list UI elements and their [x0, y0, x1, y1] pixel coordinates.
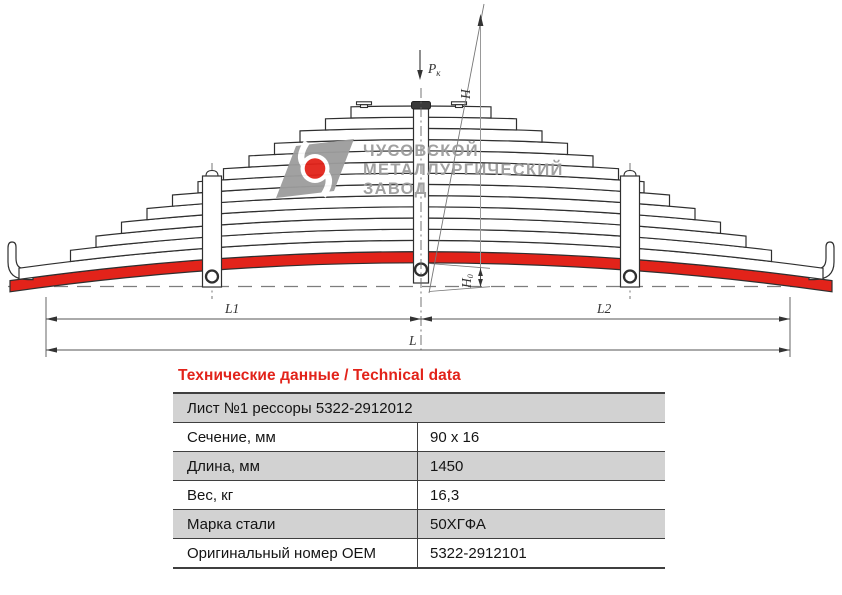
row-label: Вес, кг: [187, 486, 234, 504]
height-construction: H: [428, 3, 485, 294]
l1-arrow-right: [410, 316, 421, 322]
left-clamp: [201, 163, 223, 299]
row-value: 16,3: [417, 481, 665, 509]
logo-text-line3: ЗАВОД: [363, 180, 428, 198]
logo-text-line1: ЧУСОВСКОЙ: [363, 141, 479, 160]
free-height-dimension: H0: [428, 263, 491, 292]
h0-arrow-up: [478, 268, 483, 276]
height-h-label: H: [458, 88, 473, 100]
table-row: Длина, мм 1450: [173, 452, 665, 481]
right-clamp-dome: [623, 169, 637, 177]
logo-text-line2: МЕТАЛЛУРГИЧЕСКИЙ: [363, 160, 564, 179]
table-header-cell: Лист №1 рессоры 5322-2912012: [187, 399, 413, 417]
row-label: Оригинальный номер OEM: [187, 544, 377, 562]
technical-data-title: Технические данные / Technical data: [178, 367, 461, 384]
table-row: Марка стали 50ХГФА: [173, 510, 665, 539]
l2-arrow-left: [421, 316, 432, 322]
table-row: Сечение, мм 90 x 16: [173, 423, 665, 452]
l1-label: L1: [224, 301, 239, 316]
right-clamp-bolt: [622, 269, 638, 284]
row-value: 90 x 16: [417, 423, 665, 451]
diagonal-construction-line: [428, 3, 485, 294]
length-dimensions: [45, 297, 791, 357]
spring-clips: [355, 101, 468, 109]
h0-arrow-down: [478, 279, 483, 287]
load-label: Pк: [427, 61, 441, 78]
l1-arrow-left: [46, 316, 57, 322]
load-arrow: Pк: [417, 50, 441, 80]
l2-label: L2: [596, 301, 612, 316]
load-arrowhead: [417, 70, 423, 80]
factory-logo: ЧУСОВСКОЙ МЕТАЛЛУРГИЧЕСКИЙ ЗАВОД: [276, 139, 564, 198]
table-header-row: Лист №1 рессоры 5322-2912012: [173, 394, 665, 423]
l2-arrow-right: [779, 316, 790, 322]
h0-label: H0: [459, 274, 475, 289]
right-clamp-strap: [619, 175, 641, 288]
row-value: 1450: [417, 452, 665, 480]
right-clamp: [619, 163, 641, 299]
dimension-arrowheads: [46, 316, 790, 353]
logo-red-dot: [304, 158, 326, 179]
row-label: Марка стали: [187, 515, 276, 533]
left-clamp-bolt: [204, 269, 220, 284]
l-label: L: [408, 333, 417, 348]
right-clip-stem: [454, 104, 464, 109]
table-row: Вес, кг 16,3: [173, 481, 665, 510]
left-clamp-strap: [201, 175, 223, 288]
row-value: 5322-2912101: [417, 539, 665, 567]
h0-witness-top: [428, 263, 491, 269]
row-value: 50ХГФА: [417, 510, 665, 538]
h0-witness-bottom: [428, 286, 491, 292]
l-arrow-left: [46, 347, 57, 353]
left-clip-stem: [359, 104, 369, 109]
l-arrow-right: [779, 347, 790, 353]
technical-data-table: Лист №1 рессоры 5322-2912012 Сечение, мм…: [173, 392, 665, 569]
leaf-spring-technical-drawing: H Pк H0 L1 L2 L ЧУСОВСКО: [7, 3, 836, 357]
row-label: Длина, мм: [187, 457, 260, 475]
table-row: Оригинальный номер OEM 5322-2912101: [173, 539, 665, 567]
left-clamp-dome: [205, 169, 219, 177]
row-label: Сечение, мм: [187, 428, 276, 446]
center-bolt: [411, 88, 431, 352]
height-h-arrowhead: [477, 14, 484, 26]
